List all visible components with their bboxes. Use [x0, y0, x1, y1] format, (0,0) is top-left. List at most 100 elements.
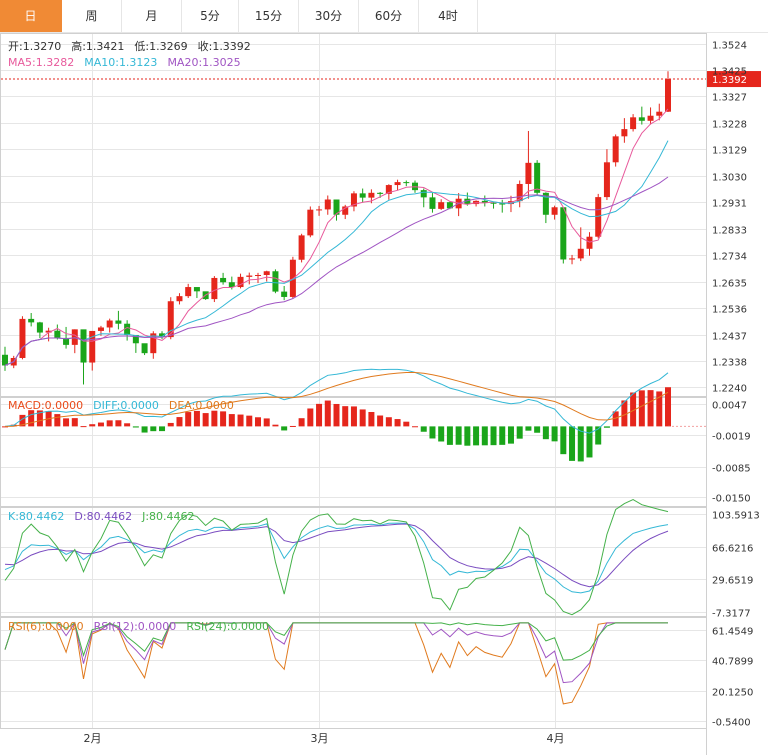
- candle: [359, 193, 366, 198]
- macd-bar: [89, 424, 96, 427]
- macd-bar: [507, 426, 514, 444]
- macd-bar: [54, 414, 61, 427]
- macd-bar: [132, 426, 139, 428]
- price-tick-label: 1.2437: [712, 332, 747, 343]
- candle: [429, 197, 436, 209]
- macd-bar: [516, 426, 523, 439]
- macd-bar: [97, 422, 104, 427]
- macd-panel-border: [0, 397, 707, 507]
- candle: [159, 333, 166, 338]
- candle: [45, 330, 52, 333]
- macd-bar: [534, 426, 541, 433]
- rsi-tick-label: 40.7899: [712, 657, 753, 668]
- candle: [481, 200, 488, 203]
- price-tick-label: 1.3425: [712, 67, 747, 78]
- candle: [630, 117, 637, 130]
- period-tabs: 日 周 月 5分 15分 30分 60分 4时: [0, 0, 768, 33]
- macd-bar: [19, 414, 26, 427]
- tab-60min[interactable]: 60分: [359, 0, 419, 32]
- x-axis: 2月 3月 4月: [84, 732, 565, 745]
- price-tick-label: 1.2931: [712, 199, 747, 210]
- candle: [647, 115, 654, 121]
- y-axes: 1.3524 1.3425 1.3327 1.3228 1.3129 1.3030 1.29…: [712, 41, 760, 729]
- tab-5min[interactable]: 5分: [182, 0, 239, 32]
- macd-bar: [446, 426, 453, 445]
- kdj-tick-label: 103.5913: [712, 511, 760, 522]
- x-axis-label: 3月: [311, 732, 329, 745]
- candle: [124, 323, 131, 335]
- macd-bar: [420, 426, 427, 432]
- macd-bar: [647, 390, 654, 427]
- macd-bar: [490, 426, 497, 446]
- rsi-header-item: RSI(24):0.0000: [186, 620, 269, 633]
- kdj-tick-label: 29.6519: [712, 576, 753, 587]
- candle: [333, 199, 340, 215]
- tab-15min[interactable]: 15分: [239, 0, 299, 32]
- candle: [542, 192, 549, 215]
- macd-bar: [377, 415, 384, 427]
- tab-4hour[interactable]: 4时: [419, 0, 478, 32]
- price-tick-label: 1.3228: [712, 120, 747, 131]
- candle: [586, 236, 593, 249]
- candle: [316, 209, 323, 211]
- candle: [420, 190, 427, 198]
- macd-bar: [185, 412, 192, 427]
- candle: [638, 117, 645, 121]
- x-axis-label: 2月: [84, 732, 102, 745]
- macd-bar: [176, 417, 183, 427]
- price-header-item: 高:1.3421: [71, 39, 124, 53]
- macd-bar: [281, 426, 288, 431]
- macd-bar: [36, 410, 43, 427]
- macd-bar: [612, 411, 619, 427]
- candle: [324, 199, 331, 210]
- ma10-line: [4, 140, 669, 366]
- candle: [377, 192, 384, 194]
- diff-line: [4, 368, 669, 434]
- candle: [438, 202, 445, 209]
- candle: [71, 329, 78, 345]
- macd-bar: [403, 421, 410, 427]
- price-header-item: 开:1.3270: [8, 40, 61, 53]
- macd-bar: [63, 418, 70, 427]
- indicator-headers: 开:1.3270 高:1.3421 低:1.3269 收:1.3392 MA5:1.32…: [8, 39, 269, 633]
- macd-bar: [228, 414, 235, 427]
- kdj-tick-label: -7.3177: [712, 609, 751, 620]
- d-line: [4, 523, 669, 588]
- candle: [167, 301, 174, 338]
- macd-bar: [551, 426, 558, 442]
- price-header-item: 低:1.3269: [134, 40, 187, 53]
- macd-bar: [385, 417, 392, 427]
- rsi-tick-label: 61.4549: [712, 627, 753, 638]
- macd-bar: [586, 426, 593, 458]
- macd-bar: [2, 426, 8, 428]
- price-tick-label: 1.3524: [712, 41, 747, 52]
- macd-bar: [359, 409, 366, 427]
- rsi-tick-label: -0.5400: [712, 718, 751, 729]
- macd-bar: [106, 420, 113, 427]
- candle: [551, 207, 558, 215]
- candle: [89, 330, 96, 363]
- tab-day[interactable]: 日: [0, 0, 62, 32]
- candle: [307, 209, 314, 236]
- tab-30min[interactable]: 30分: [299, 0, 359, 32]
- candle: [342, 206, 349, 215]
- candle: [211, 277, 218, 300]
- macd-bar: [115, 420, 122, 427]
- kdj-tick-label: 66.6216: [712, 544, 753, 555]
- macd-bar: [525, 426, 532, 431]
- tab-month[interactable]: 月: [122, 0, 182, 32]
- candle: [490, 202, 497, 204]
- candle: [36, 322, 43, 333]
- kdj-header-item: K:80.4462: [8, 510, 64, 523]
- macd-bar: [542, 426, 549, 440]
- candle: [464, 198, 471, 205]
- macd-bar: [289, 425, 296, 427]
- macd-bar: [202, 413, 209, 427]
- candle: [612, 136, 619, 163]
- macd-tick-label: 0.0047: [712, 401, 747, 412]
- candle: [28, 318, 35, 323]
- candle: [150, 333, 157, 354]
- macd-bar: [630, 392, 637, 427]
- tab-week[interactable]: 周: [62, 0, 122, 32]
